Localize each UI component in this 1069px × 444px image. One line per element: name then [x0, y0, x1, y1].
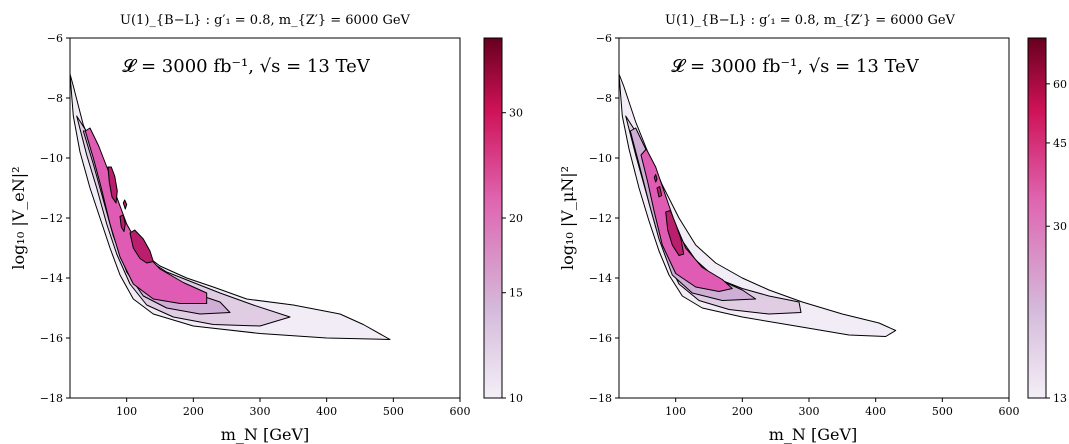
x-tick-label: 300	[250, 405, 271, 418]
luminosity-annotation: 𝓛 = 3000 fb⁻¹, √s = 13 TeV	[671, 56, 920, 77]
colorbar-tick-label: 13	[1053, 392, 1067, 405]
colorbar	[484, 38, 502, 398]
x-tick-label: 500	[383, 405, 404, 418]
y-axis-ticks: −18 −16 −14 −12 −10 −8 −6	[40, 32, 70, 405]
y-tick-label: −10	[589, 152, 612, 165]
x-tick-label: 400	[865, 405, 886, 418]
x-tick-label: 100	[116, 405, 137, 418]
colorbar-tick-label: 30	[509, 107, 523, 120]
chart-panel-right: U(1)_{B−L} : g′₁ = 0.8, m_{Z′} = 6000 Ge…	[558, 13, 1067, 444]
y-tick-label: −8	[47, 92, 63, 105]
x-tick-label: 400	[316, 405, 337, 418]
chart-panel-left: U(1)_{B−L} : g′₁ = 0.8, m_{Z′} = 6000 Ge…	[9, 13, 523, 444]
contour-region-7	[123, 200, 126, 209]
y-tick-label: −12	[589, 212, 612, 225]
contour-fills	[619, 74, 896, 337]
x-tick-label: 600	[999, 405, 1020, 418]
x-tick-label: 100	[665, 405, 686, 418]
chart-title: U(1)_{B−L} : g′₁ = 0.8, m_{Z′} = 6000 Ge…	[120, 13, 411, 28]
y-tick-label: −14	[40, 272, 63, 285]
y-tick-label: −16	[589, 332, 612, 345]
colorbar-tick-label: 45	[1053, 137, 1067, 150]
y-axis-label: log₁₀ |V_eN|²	[9, 166, 28, 269]
y-tick-label: −6	[596, 32, 612, 45]
colorbar-tick-label: 10	[509, 392, 523, 405]
colorbar-ticks: 10 15 20 30	[502, 107, 523, 405]
contour-fills	[70, 74, 390, 340]
colorbar-tick-label: 20	[509, 212, 523, 225]
y-axis-label: log₁₀ |V_μN|²	[558, 166, 577, 270]
y-tick-label: −12	[40, 212, 63, 225]
y-tick-label: −14	[589, 272, 612, 285]
x-tick-label: 200	[732, 405, 753, 418]
x-tick-label: 200	[183, 405, 204, 418]
y-tick-label: −10	[40, 152, 63, 165]
y-tick-label: −18	[589, 392, 612, 405]
x-tick-label: 600	[450, 405, 471, 418]
colorbar-tick-label: 15	[509, 287, 523, 300]
x-tick-label: 300	[799, 405, 820, 418]
y-axis-ticks: −18 −16 −14 −12 −10 −8 −6	[589, 32, 619, 405]
chart-title: U(1)_{B−L} : g′₁ = 0.8, m_{Z′} = 6000 Ge…	[665, 13, 956, 28]
luminosity-annotation: 𝓛 = 3000 fb⁻¹, √s = 13 TeV	[122, 56, 371, 77]
x-axis-ticks: 100 200 300 400 500 600	[116, 398, 470, 418]
colorbar	[1028, 38, 1046, 398]
x-axis-label: m_N [GeV]	[769, 425, 858, 444]
colorbar-ticks: 13 30 45 60	[1046, 78, 1067, 405]
colorbar-tick-label: 30	[1053, 220, 1067, 233]
y-tick-label: −16	[40, 332, 63, 345]
x-axis-label: m_N [GeV]	[221, 425, 310, 444]
colorbar-tick-label: 60	[1053, 78, 1067, 91]
y-tick-label: −8	[596, 92, 612, 105]
x-tick-label: 500	[932, 405, 953, 418]
plot-frame	[70, 38, 460, 398]
y-tick-label: −18	[40, 392, 63, 405]
x-axis-ticks: 100 200 300 400 500 600	[665, 398, 1019, 418]
y-tick-label: −6	[47, 32, 63, 45]
